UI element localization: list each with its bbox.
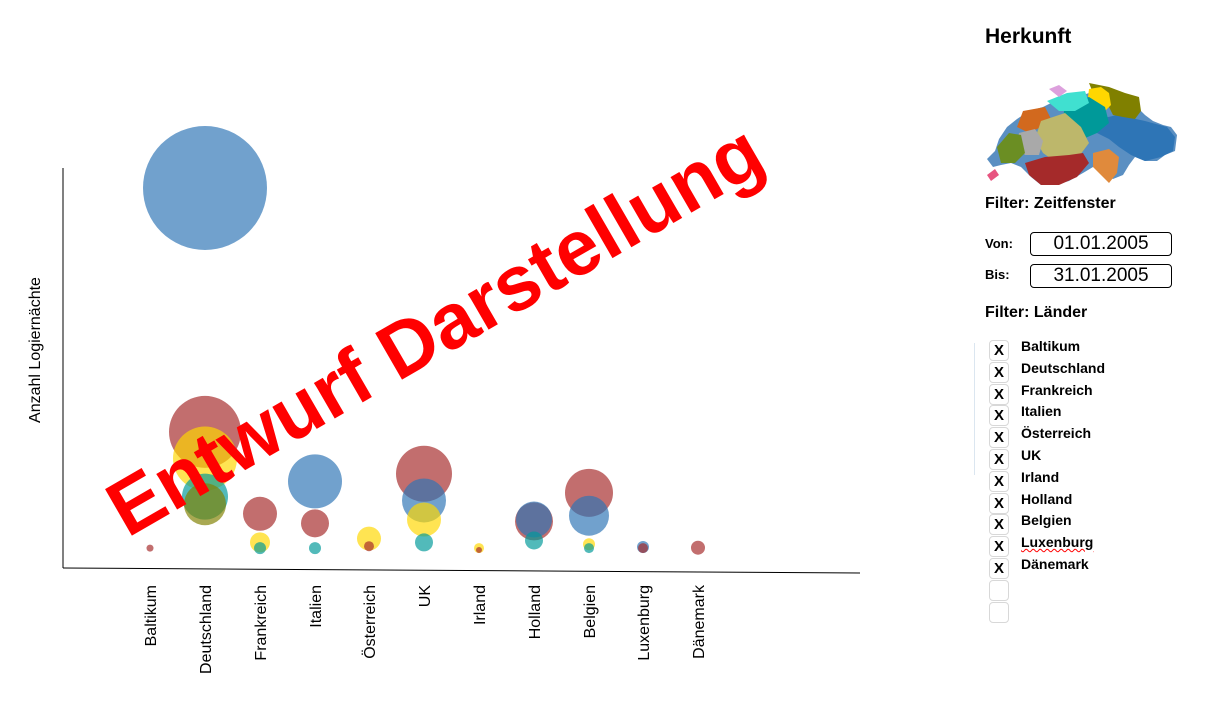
country-label: Deutschland (1021, 359, 1106, 376)
bis-date-field[interactable]: 31.01.2005 (1030, 264, 1172, 288)
bis-label: Bis: (985, 267, 1010, 282)
country-checkbox[interactable]: X (989, 557, 1009, 579)
map-region-tessin (1093, 149, 1119, 183)
country-checkbox[interactable]: X (989, 340, 1009, 361)
von-date-field[interactable]: 01.01.2005 (1030, 232, 1172, 256)
bubble-italien-s0[interactable] (288, 454, 342, 509)
map-region-wallis (1025, 153, 1089, 185)
list-divider (974, 343, 975, 475)
country-checkbox[interactable]: X (989, 470, 1009, 492)
bubble-irland-s4[interactable] (476, 547, 482, 553)
country-label: UK (1021, 446, 1042, 463)
x-tick-label: Österreich (361, 585, 379, 659)
country-checkbox[interactable]: X (989, 427, 1009, 449)
country-label: Holland (1021, 490, 1073, 507)
bubble-frankreich-s4[interactable] (243, 496, 277, 531)
switzerland-map-icon[interactable] (985, 63, 1181, 188)
country-checkbox[interactable]: X (989, 492, 1009, 514)
country-checkbox[interactable] (989, 579, 1009, 601)
country-checkbox[interactable]: X (989, 383, 1009, 405)
map-region-genf (987, 169, 999, 181)
x-tick-label: Dänemark (691, 584, 708, 659)
bubble-italien-s4[interactable] (301, 509, 329, 538)
bubble-belgien-s0[interactable] (569, 495, 609, 536)
country-checkbox[interactable]: X (989, 361, 1009, 383)
x-tick-label: Italien (308, 585, 325, 628)
bubble-dänemark-s4[interactable] (691, 540, 705, 555)
y-axis-label: Anzahl Logiernächte (27, 277, 44, 423)
map-region-waadt (997, 133, 1025, 163)
country-label: Dänemark (1021, 555, 1089, 572)
x-tick-label: Irland (472, 585, 489, 625)
filter-panel: Herkunft Filter: Zeitfenster Von: 01.01.… (974, 25, 1205, 623)
x-tick-label: UK (417, 585, 434, 608)
bubble-österreich-s4[interactable] (364, 541, 374, 552)
bubble-luxenburg-s4[interactable] (638, 543, 648, 554)
country-label: Baltikum (1021, 338, 1081, 354)
filter-zeitfenster-label: Filter: Zeitfenster (985, 195, 1116, 212)
x-tick-label: Holland (527, 585, 544, 639)
x-tick-label: Baltikum (143, 585, 160, 646)
bubble-italien-s3[interactable] (309, 542, 321, 555)
country-checkbox[interactable]: X (989, 448, 1009, 470)
country-checkbox[interactable]: X (989, 514, 1009, 536)
x-tick-labels: Baltikum Deutschland Frankreich Italien Öste… (143, 584, 708, 674)
bubble-deutschland-s1[interactable] (173, 426, 237, 491)
von-label: Von: (985, 236, 1013, 251)
country-checkbox[interactable]: X (989, 405, 1009, 427)
x-tick-label: Frankreich (253, 585, 270, 661)
bubble-deutschland-s0[interactable] (143, 126, 267, 250)
map-region-aargau (1047, 91, 1089, 111)
country-checkbox[interactable]: X (989, 536, 1009, 558)
bubble-uk-s3[interactable] (415, 533, 433, 552)
bubble-frankreich-s3[interactable] (254, 542, 266, 555)
bubble-chart: Anzahl Logiernächte Baltikum Deutschland F… (27, 126, 861, 674)
map-region-basel (1049, 85, 1067, 97)
country-label: Italien (1021, 403, 1062, 420)
country-label: Belgien (1021, 512, 1072, 529)
country-label: Luxenburg (1021, 534, 1094, 551)
bubble-belgien-s3[interactable] (584, 543, 594, 554)
country-label: Irland (1021, 468, 1060, 485)
bubble-baltikum-s4[interactable] (146, 544, 154, 552)
bubble-deutschland-s2[interactable] (184, 483, 226, 526)
map-region-bern (1035, 113, 1089, 163)
x-tick-label: Luxenburg (636, 585, 653, 661)
country-checkbox[interactable] (989, 601, 1009, 623)
bubble-österreich-s1[interactable] (357, 526, 381, 551)
x-tick-label: Deutschland (198, 585, 215, 674)
x-tick-label: Belgien (582, 585, 599, 638)
bubble-holland-s3[interactable] (525, 531, 543, 550)
x-axis-line (62, 567, 861, 574)
bubble-uk-s1[interactable] (407, 502, 441, 537)
filter-laender-label: Filter: Länder (985, 304, 1088, 321)
panel-title: Herkunft (985, 25, 1072, 48)
bubble-holland-s0[interactable] (516, 501, 552, 538)
map-region-jura (1017, 107, 1051, 133)
bubble-layer (143, 126, 705, 555)
country-label: Österreich (1021, 425, 1092, 442)
map-region-graubuenden (1091, 115, 1175, 161)
country-label: Frankreich (1021, 381, 1093, 398)
